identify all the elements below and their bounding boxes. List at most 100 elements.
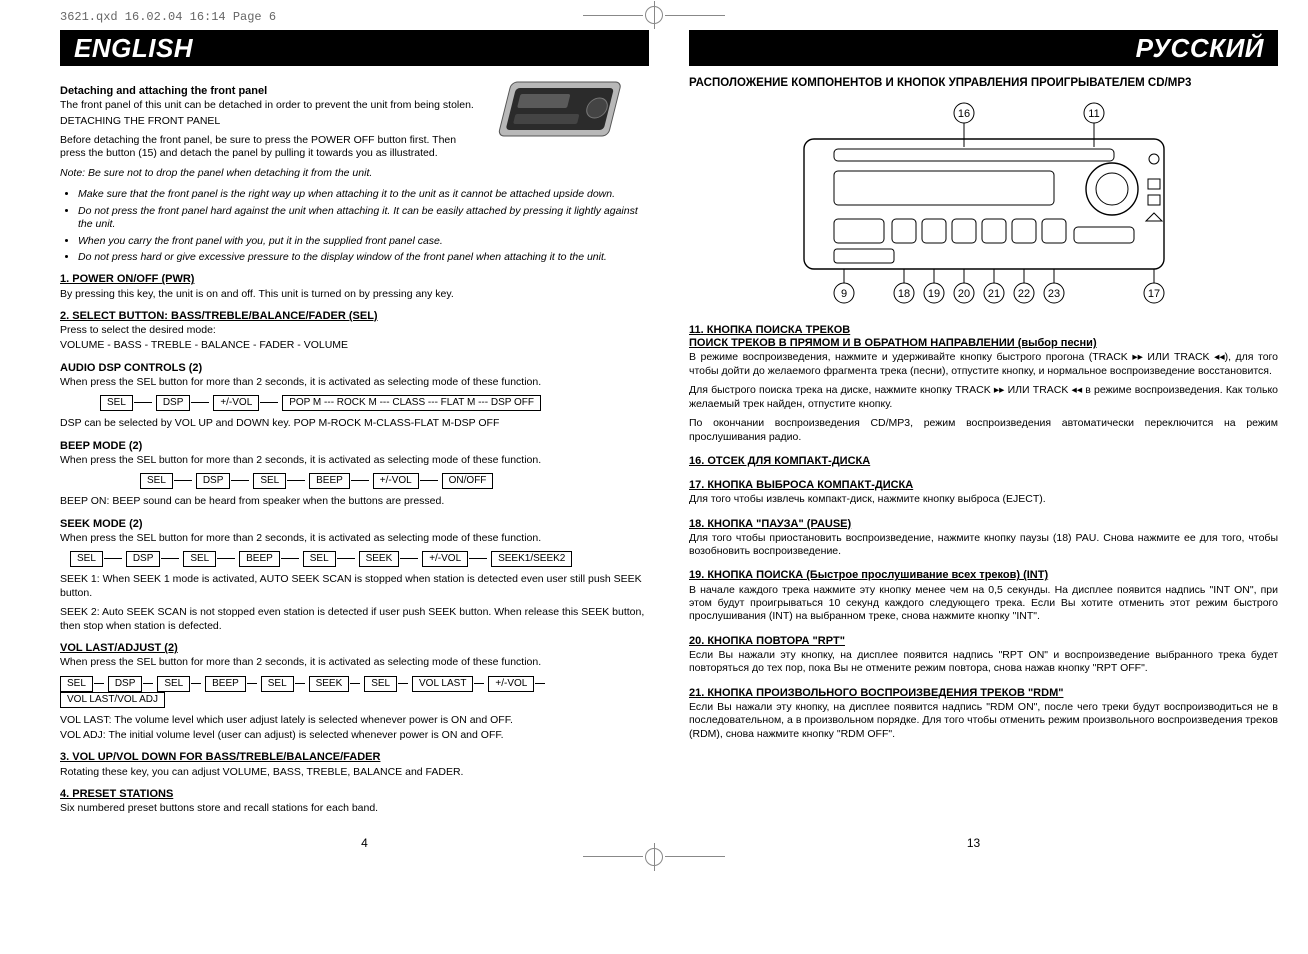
rus-title: РАСПОЛОЖЕНИЕ КОМПОНЕНТОВ И КНОПОК УПРАВЛ… — [689, 76, 1278, 91]
seq-box: SEL — [303, 551, 336, 567]
seq-box: SEL — [70, 551, 103, 567]
s4-h: 4. PRESET STATIONS — [60, 787, 649, 801]
seek-seq: SEL DSP SEL BEEP SEL SEEK +/-VOL SEEK1/S… — [60, 551, 649, 567]
seq-box: SEL — [261, 676, 294, 692]
seq-box: DSP — [156, 395, 191, 411]
seq-box: SEL — [140, 473, 173, 489]
seq-box: SEEK — [359, 551, 400, 567]
seek-p1: SEEK 1: When SEEK 1 mode is activated, A… — [60, 573, 649, 600]
s11-h: 11. КНОПКА ПОИСКА ТРЕКОВ — [689, 323, 1278, 337]
seq-box: SEEK — [309, 676, 350, 692]
seek-h: SEEK MODE (2) — [60, 517, 649, 531]
english-header: ENGLISH — [60, 30, 649, 66]
s17-p: Для того чтобы извлечь компакт-диск, наж… — [689, 493, 1278, 506]
seq-box: SEL — [183, 551, 216, 567]
beep-h: BEEP MODE (2) — [60, 439, 649, 453]
dsp-p2: DSP can be selected by VOL UP and DOWN k… — [60, 417, 649, 430]
seq-box: ON/OFF — [442, 473, 494, 489]
seq-box: +/-VOL — [213, 395, 259, 411]
page-num-right: 13 — [669, 836, 1278, 850]
s18-p: Для того чтобы приостановить воспроизвед… — [689, 532, 1278, 559]
s11-p1: В режиме воспроизведения, нажмите и удер… — [689, 351, 1278, 378]
russian-header: РУССКИЙ — [689, 30, 1278, 66]
s20-p: Если Вы нажали эту кнопку, на дисплее по… — [689, 649, 1278, 676]
s21-p: Если Вы нажали эту кнопку, на дисплее по… — [689, 701, 1278, 741]
seq-box: BEEP — [239, 551, 280, 567]
seq-box: DSP — [108, 676, 143, 692]
bullet-1: Do not press the front panel hard agains… — [78, 205, 649, 232]
vl-lead: When press the SEL button for more than … — [60, 656, 649, 669]
seq-box: VOL LAST — [412, 676, 473, 692]
vl-seq: SEL DSP SEL BEEP SEL SEEK SEL VOL LAST +… — [60, 676, 649, 708]
russian-header-text: РУССКИЙ — [1136, 33, 1264, 64]
detach-p2: Before detaching the front panel, be sur… — [60, 134, 479, 161]
seq-box: +/-VOL — [422, 551, 468, 567]
seq-box: DSP — [126, 551, 161, 567]
seek-lead: When press the SEL button for more than … — [60, 532, 649, 545]
seq-box: DSP — [196, 473, 231, 489]
s18-h: 18. КНОПКА "ПАУЗА" (PAUSE) — [689, 517, 1278, 531]
seq-box: SEL — [364, 676, 397, 692]
s19-p: В начале каждого трека нажмите эту кнопк… — [689, 584, 1278, 624]
crop-mark-bottom — [583, 848, 725, 866]
s11-h2: ПОИСК ТРЕКОВ В ПРЯМОМ И В ОБРАТНОМ НАПРА… — [689, 336, 1278, 350]
page-num-left: 4 — [60, 836, 669, 850]
s2-p1: Press to select the desired mode: — [60, 324, 649, 337]
vl-p2: VOL ADJ: The initial volume level (user … — [60, 729, 649, 742]
detach-note: Note: Be sure not to drop the panel when… — [60, 167, 479, 180]
s11-p2: Для быстрого поиска трека на диске, нажм… — [689, 384, 1278, 411]
s2-p2: VOLUME - BASS - TREBLE - BALANCE - FADER… — [60, 339, 649, 352]
s17-h: 17. КНОПКА ВЫБРОСА КОМПАКТ-ДИСКА — [689, 478, 1278, 492]
s2-h: 2. SELECT BUTTON: BASS/TREBLE/BALANCE/FA… — [60, 309, 649, 323]
vl-h: VOL LAST/ADJUST (2) — [60, 641, 649, 655]
seq-box: VOL LAST/VOL ADJ — [60, 692, 165, 708]
cd-player-diagram: 16 11 — [689, 99, 1278, 313]
s3-h: 3. VOL UP/VOL DOWN FOR BASS/TREBLE/BALAN… — [60, 750, 649, 764]
bullets: Make sure that the front panel is the ri… — [60, 188, 649, 264]
dsp-seq: SEL DSP +/-VOL POP M --- ROCK M --- CLAS… — [60, 395, 649, 411]
beep-p2: BEEP ON: BEEP sound can be heard from sp… — [60, 495, 649, 508]
svg-text:21: 21 — [987, 288, 999, 300]
seq-box: SEL — [157, 676, 190, 692]
seq-box: +/-VOL — [373, 473, 419, 489]
crop-mark-top — [583, 6, 725, 24]
svg-text:23: 23 — [1047, 288, 1059, 300]
dsp-lead: When press the SEL button for more than … — [60, 376, 649, 389]
seq-box: SEL — [100, 395, 133, 411]
seq-box: BEEP — [309, 473, 350, 489]
s4-p: Six numbered preset buttons store and re… — [60, 802, 649, 815]
svg-text:20: 20 — [957, 288, 969, 300]
vl-p1: VOL LAST: The volume level which user ad… — [60, 714, 649, 727]
english-header-text: ENGLISH — [74, 33, 193, 64]
detach-p1: The front panel of this unit can be deta… — [60, 99, 479, 112]
seq-box: BEEP — [205, 676, 246, 692]
callout-16: 16 — [957, 108, 969, 120]
bullet-3: Do not press hard or give excessive pres… — [78, 251, 649, 264]
seq-box: SEL — [253, 473, 286, 489]
s20-h: 20. КНОПКА ПОВТОРА "RPT" — [689, 634, 1278, 648]
seq-box: POP M --- ROCK M --- CLASS --- FLAT M --… — [282, 395, 541, 411]
s3-p: Rotating these key, you can adjust VOLUM… — [60, 766, 649, 779]
s1-h: 1. POWER ON/OFF (PWR) — [60, 272, 649, 286]
detach-sub: DETACHING THE FRONT PANEL — [60, 115, 479, 128]
seq-box: SEEK1/SEEK2 — [491, 551, 572, 567]
svg-text:22: 22 — [1017, 288, 1029, 300]
beep-seq: SEL DSP SEL BEEP +/-VOL ON/OFF — [60, 473, 649, 489]
dsp-h: AUDIO DSP CONTROLS (2) — [60, 361, 649, 375]
s1-p: By pressing this key, the unit is on and… — [60, 288, 649, 301]
s11-p3: По окончании воспроизведения CD/MP3, реж… — [689, 417, 1278, 444]
bullet-0: Make sure that the front panel is the ri… — [78, 188, 649, 201]
s16-h: 16. ОТСЕК ДЛЯ КОМПАКТ-ДИСКА — [689, 454, 1278, 468]
seq-box: SEL — [60, 676, 93, 692]
svg-text:9: 9 — [840, 288, 846, 300]
seek-p2: SEEK 2: Auto SEEK SCAN is not stopped ev… — [60, 606, 649, 633]
detach-heading: Detaching and attaching the front panel — [60, 84, 479, 98]
svg-text:18: 18 — [897, 288, 909, 300]
radio-illustration — [489, 76, 649, 156]
bullet-2: When you carry the front panel with you,… — [78, 235, 649, 248]
s21-h: 21. КНОПКА ПРОИЗВОЛЬНОГО ВОСПРОИЗВЕДЕНИЯ… — [689, 686, 1278, 700]
svg-text:17: 17 — [1147, 288, 1159, 300]
s19-h: 19. КНОПКА ПОИСКА (Быстрое прослушивание… — [689, 568, 1278, 582]
seq-box: +/-VOL — [488, 676, 534, 692]
svg-text:19: 19 — [927, 288, 939, 300]
